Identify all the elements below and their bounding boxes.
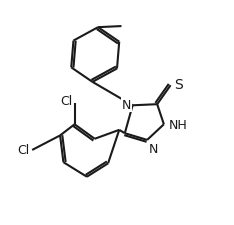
Text: NH: NH [169, 118, 187, 131]
Text: S: S [174, 78, 183, 92]
Text: N: N [148, 142, 158, 155]
Text: Cl: Cl [60, 95, 72, 108]
Text: Cl: Cl [18, 144, 30, 157]
Text: N: N [122, 99, 132, 112]
